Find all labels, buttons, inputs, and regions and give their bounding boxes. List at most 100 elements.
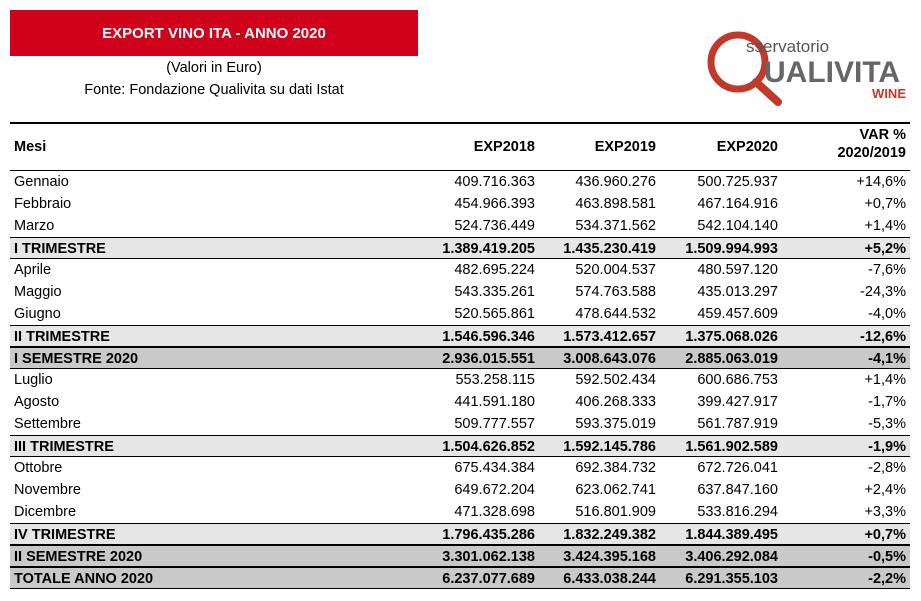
cell-value: 454.966.393 (454, 196, 535, 212)
cell-value: 435.013.297 (697, 284, 778, 300)
cell-value: 1.573.412.657 (563, 329, 656, 345)
table-row: Agosto 441.591.180 406.268.333 399.427.917 -… (10, 391, 910, 413)
row-label: Luglio (14, 372, 53, 388)
row-label: Gennaio (14, 174, 69, 190)
cell-value: 593.375.019 (575, 416, 656, 432)
row-label: II TRIMESTRE (14, 329, 110, 345)
cell-value: 1.592.145.786 (563, 439, 656, 455)
table-row: Marzo 524.736.449 534.371.562 542.104.140 +1… (10, 215, 910, 237)
cell-value: 1.796.435.286 (442, 527, 535, 543)
cell-value: -5,3% (868, 416, 906, 432)
cell-value: 520.565.861 (454, 306, 535, 322)
cell-value: +1,4% (864, 218, 906, 234)
cell-value: 543.335.261 (454, 284, 535, 300)
cell-value: 649.672.204 (454, 482, 535, 498)
table-row: II SEMESTRE 2020 3.301.062.138 3.424.395.1… (10, 545, 910, 567)
row-label: Febbraio (14, 196, 72, 212)
column-header-line: VAR % (859, 127, 906, 143)
table-row: III TRIMESTRE 1.504.626.852 1.592.145.786 1… (10, 435, 910, 457)
cell-value: 524.736.449 (454, 218, 535, 234)
cell-value: 561.787.919 (697, 416, 778, 432)
cell-value: 1.389.419.205 (442, 241, 535, 257)
source: Fonte: Fondazione Qualivita su dati Ista… (84, 82, 344, 98)
table-row: Luglio 553.258.115 592.502.434 600.686.753 +… (10, 369, 910, 391)
row-label: III TRIMESTRE (14, 439, 114, 455)
row-label: II SEMESTRE 2020 (14, 549, 143, 565)
cell-value: 3.008.643.076 (563, 351, 656, 367)
table-row: Dicembre 471.328.698 516.801.909 533.816.29… (10, 501, 910, 523)
table-row: Gennaio 409.716.363 436.960.276 500.725.937… (10, 171, 910, 193)
cell-value: 6.237.077.689 (442, 571, 535, 587)
column-header-line: 2020/2019 (837, 145, 906, 161)
cell-value: 2.885.063.019 (685, 351, 778, 367)
cell-value: -1,7% (868, 394, 906, 410)
cell-value: +1,4% (864, 372, 906, 388)
cell-value: 478.644.532 (575, 306, 656, 322)
cell-value: 436.960.276 (575, 174, 656, 190)
cell-value: 409.716.363 (454, 174, 535, 190)
row-label: Novembre (14, 482, 81, 498)
cell-value: -4,1% (868, 351, 906, 367)
cell-value: 520.004.537 (575, 262, 656, 278)
cell-value: 480.597.120 (697, 262, 778, 278)
cell-value: 1.435.230.419 (563, 241, 656, 257)
cell-value: -4,0% (868, 306, 906, 322)
column-header: EXP2019 (594, 139, 656, 155)
cell-value: 406.268.333 (575, 394, 656, 410)
table-row: I SEMESTRE 2020 2.936.015.551 3.008.643.07… (10, 347, 910, 369)
cell-value: 1.509.994.993 (685, 241, 778, 257)
cell-value: 509.777.557 (454, 416, 535, 432)
cell-value: -7,6% (868, 262, 906, 278)
cell-value: -2,8% (868, 460, 906, 476)
row-label: Ottobre (14, 460, 63, 476)
cell-value: 1.504.626.852 (442, 439, 535, 455)
cell-value: 672.726.041 (697, 460, 778, 476)
cell-value: 6.433.038.244 (563, 571, 656, 587)
table-row: II TRIMESTRE 1.546.596.346 1.573.412.657 1.… (10, 325, 910, 347)
cell-value: 574.763.588 (575, 284, 656, 300)
cell-value: -12,6% (860, 329, 906, 345)
cell-value: 467.164.916 (697, 196, 778, 212)
table-row: IV TRIMESTRE 1.796.435.286 1.832.249.382 1.… (10, 523, 910, 545)
cell-value: 592.502.434 (575, 372, 656, 388)
row-label: Giugno (14, 306, 61, 322)
cell-value: 1.561.902.589 (685, 439, 778, 455)
cell-value: 459.457.609 (697, 306, 778, 322)
cell-value: 463.898.581 (575, 196, 656, 212)
column-header: EXP2018 (473, 139, 535, 155)
column-header: EXP2020 (716, 139, 778, 155)
cell-value: 3.424.395.168 (563, 549, 656, 565)
cell-value: 399.427.917 (697, 394, 778, 410)
cell-value: 3.406.292.084 (685, 549, 778, 565)
cell-value: 3.301.062.138 (442, 549, 535, 565)
row-label: I SEMESTRE 2020 (14, 351, 139, 367)
logo-main: UALIVITA (764, 56, 900, 89)
table-row: Settembre 509.777.557 593.375.019 561.787.9… (10, 413, 910, 435)
header-row: Mesi EXP2018 EXP2019 EXP2020 VAR % 2020/2019 (10, 124, 910, 171)
cell-value: 553.258.115 (455, 372, 535, 388)
table-row: TOTALE ANNO 2020 6.237.077.689 6.433.038.2… (10, 567, 910, 589)
cell-value: +0,7% (864, 196, 906, 212)
table-row: Giugno 520.565.861 478.644.532 459.457.609 -… (10, 303, 910, 325)
cell-value: 1.375.068.026 (685, 329, 778, 345)
row-label: Agosto (14, 394, 60, 410)
cell-value: +5,2% (864, 241, 906, 257)
subtitle: (Valori in Euro) (166, 60, 262, 76)
cell-value: -24,3% (860, 284, 906, 300)
cell-value: 637.847.160 (697, 482, 778, 498)
logo-top: sservatorio (746, 37, 829, 56)
cell-value: 1.546.596.346 (442, 329, 535, 345)
row-label: Marzo (14, 218, 55, 234)
cell-value: 2.936.015.551 (442, 351, 535, 367)
row-label: TOTALE ANNO 2020 (14, 571, 154, 587)
row-label: IV TRIMESTRE (14, 527, 116, 543)
cell-value: -2,2% (868, 571, 906, 587)
logo-handle (752, 78, 782, 106)
table-row: I TRIMESTRE 1.389.419.205 1.435.230.419 1.5… (10, 237, 910, 259)
table-row: Ottobre 675.434.384 692.384.732 672.726.041… (10, 457, 910, 479)
cell-value: 6.291.355.103 (685, 571, 778, 587)
cell-value: 675.434.384 (454, 460, 535, 476)
cell-value: 1.832.249.382 (563, 527, 656, 543)
cell-value: 534.371.562 (575, 218, 656, 234)
